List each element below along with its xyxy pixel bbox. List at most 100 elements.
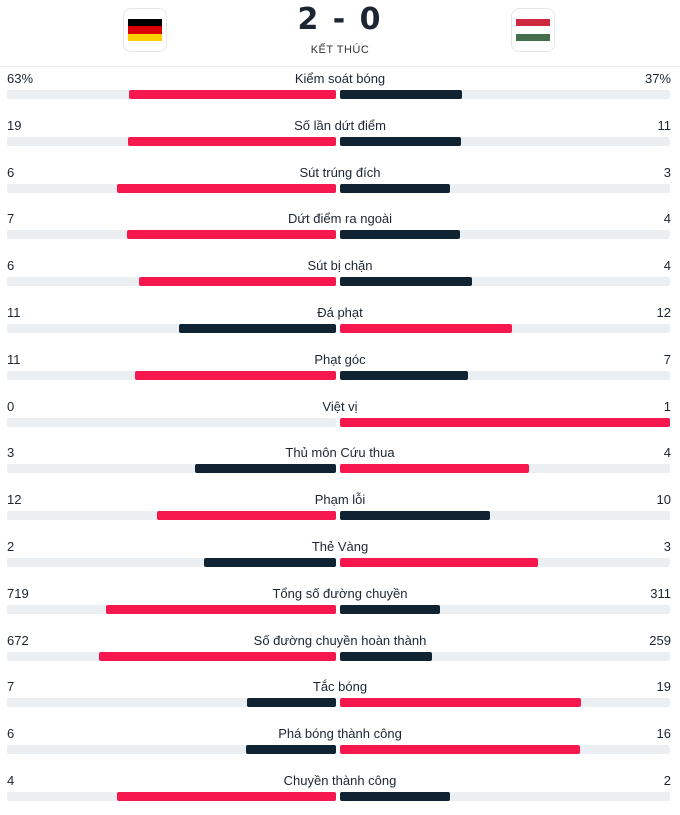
home-stat-value: 11	[7, 304, 21, 320]
home-stat-value: 6	[7, 164, 15, 180]
away-stat-bar	[340, 370, 469, 380]
home-stat-value: 11	[7, 351, 21, 367]
away-stat-track	[340, 183, 670, 193]
home-stat-value: 672	[7, 632, 29, 648]
away-stat-value: 259	[649, 632, 671, 648]
away-stat-bar	[340, 90, 463, 99]
home-stat-value: 3	[7, 445, 15, 461]
away-stat-value: 37%	[644, 71, 671, 86]
away-stat-track	[340, 230, 670, 240]
stat-row: 7 Tắc bóng 19	[0, 674, 680, 721]
stat-label: Tắc bóng	[312, 679, 368, 695]
home-stat-bar	[138, 277, 336, 287]
stat-label: Số đường chuyền hoàn thành	[253, 632, 427, 648]
home-stat-value: 6	[7, 258, 15, 274]
away-stat-bar	[340, 791, 450, 801]
away-stat-value: 16	[656, 726, 671, 742]
away-stat-track	[340, 323, 670, 333]
home-team-flag[interactable]	[123, 8, 167, 52]
away-stat-bar	[340, 698, 582, 708]
match-status: KẾT THÚC	[310, 44, 370, 56]
home-stat-track	[7, 604, 336, 614]
stat-label: Phạm lỗi	[314, 492, 366, 508]
home-stat-track	[7, 417, 336, 427]
home-stat-bar	[106, 604, 336, 614]
away-stat-bar	[340, 417, 670, 427]
stat-row: 63% Kiểm soát bóng 37%	[0, 66, 680, 113]
away-stat-value: 11	[657, 117, 672, 133]
away-stat-bar	[340, 464, 529, 474]
away-stat-value: 4	[663, 445, 671, 461]
away-stat-value: 19	[656, 679, 671, 695]
home-stat-track	[7, 230, 336, 240]
away-stat-bar	[340, 323, 513, 333]
stat-row: 4 Chuyền thành công 2	[0, 768, 680, 815]
away-stat-bar	[340, 745, 580, 755]
stat-row: 11 Phạt góc 7	[0, 347, 680, 394]
home-stat-value: 0	[7, 398, 15, 414]
match-stats-list: 63% Kiểm soát bóng 37% 19 Số lần dứt điểm 11 6…	[0, 66, 680, 815]
home-stat-bar	[178, 323, 336, 333]
germany-flag-icon	[128, 19, 162, 41]
away-stat-track	[340, 511, 670, 521]
home-stat-bar	[246, 745, 336, 755]
away-stat-track	[340, 90, 670, 99]
away-stat-value: 2	[663, 772, 671, 788]
home-stat-track	[7, 557, 336, 567]
match-score: 2 - 0	[297, 2, 383, 37]
stat-row: 0 Việt vị 1	[0, 394, 680, 441]
home-stat-bar	[195, 464, 336, 474]
away-stat-track	[340, 370, 670, 380]
home-stat-track	[7, 511, 336, 521]
away-stat-bar	[340, 183, 450, 193]
stat-row: 3 Thủ môn Cứu thua 4	[0, 440, 680, 487]
home-stat-track	[7, 651, 336, 661]
home-stat-value: 7	[7, 211, 15, 227]
home-stat-bar	[204, 557, 336, 567]
home-stat-track	[7, 183, 336, 193]
home-stat-value: 12	[7, 492, 22, 508]
away-stat-track	[340, 651, 670, 661]
home-stat-track	[7, 90, 336, 99]
away-stat-value: 1	[663, 398, 671, 414]
stat-row: 7 Dứt điểm ra ngoài 4	[0, 206, 680, 253]
stat-label: Kiểm soát bóng	[294, 71, 386, 86]
home-stat-track	[7, 791, 336, 801]
stat-row: 6 Sút bị chặn 4	[0, 253, 680, 300]
away-stat-track	[340, 277, 670, 287]
home-stat-value: 2	[7, 538, 15, 554]
home-stat-bar	[126, 230, 336, 240]
away-stat-bar	[340, 511, 490, 521]
away-stat-bar	[340, 230, 460, 240]
stat-label: Sút trúng đích	[299, 164, 381, 180]
stat-label: Số lần dứt điểm	[294, 117, 386, 133]
home-stat-track	[7, 698, 336, 708]
stat-label: Tổng số đường chuyền	[272, 585, 408, 601]
stat-label: Thủ môn Cứu thua	[285, 445, 395, 461]
stat-row: 12 Phạm lỗi 10	[0, 487, 680, 534]
away-team-flag[interactable]	[511, 8, 555, 52]
away-stat-value: 4	[663, 258, 671, 274]
home-stat-track	[7, 745, 336, 755]
home-stat-track	[7, 370, 336, 380]
home-stat-track	[7, 277, 336, 287]
away-stat-value: 12	[656, 304, 671, 320]
away-stat-track	[340, 604, 670, 614]
stat-label: Việt vị	[322, 398, 358, 414]
stat-label: Chuyền thành công	[283, 772, 397, 788]
stat-label: Sút bị chặn	[307, 258, 373, 274]
stat-row: 672 Số đường chuyền hoàn thành 259	[0, 628, 680, 675]
home-stat-bar	[156, 511, 336, 521]
home-stat-bar	[98, 651, 336, 661]
away-stat-track	[340, 745, 670, 755]
stat-label: Phá bóng thành công	[278, 726, 402, 742]
away-stat-bar	[340, 651, 432, 661]
home-stat-track	[7, 464, 336, 474]
hungary-flag-icon	[516, 19, 550, 41]
home-stat-bar	[247, 698, 336, 708]
home-stat-value: 7	[7, 679, 15, 695]
away-stat-bar	[340, 136, 461, 146]
away-stat-value: 7	[663, 351, 671, 367]
match-header: 2 - 0 KẾT THÚC	[0, 0, 680, 67]
away-stat-bar	[340, 277, 472, 287]
